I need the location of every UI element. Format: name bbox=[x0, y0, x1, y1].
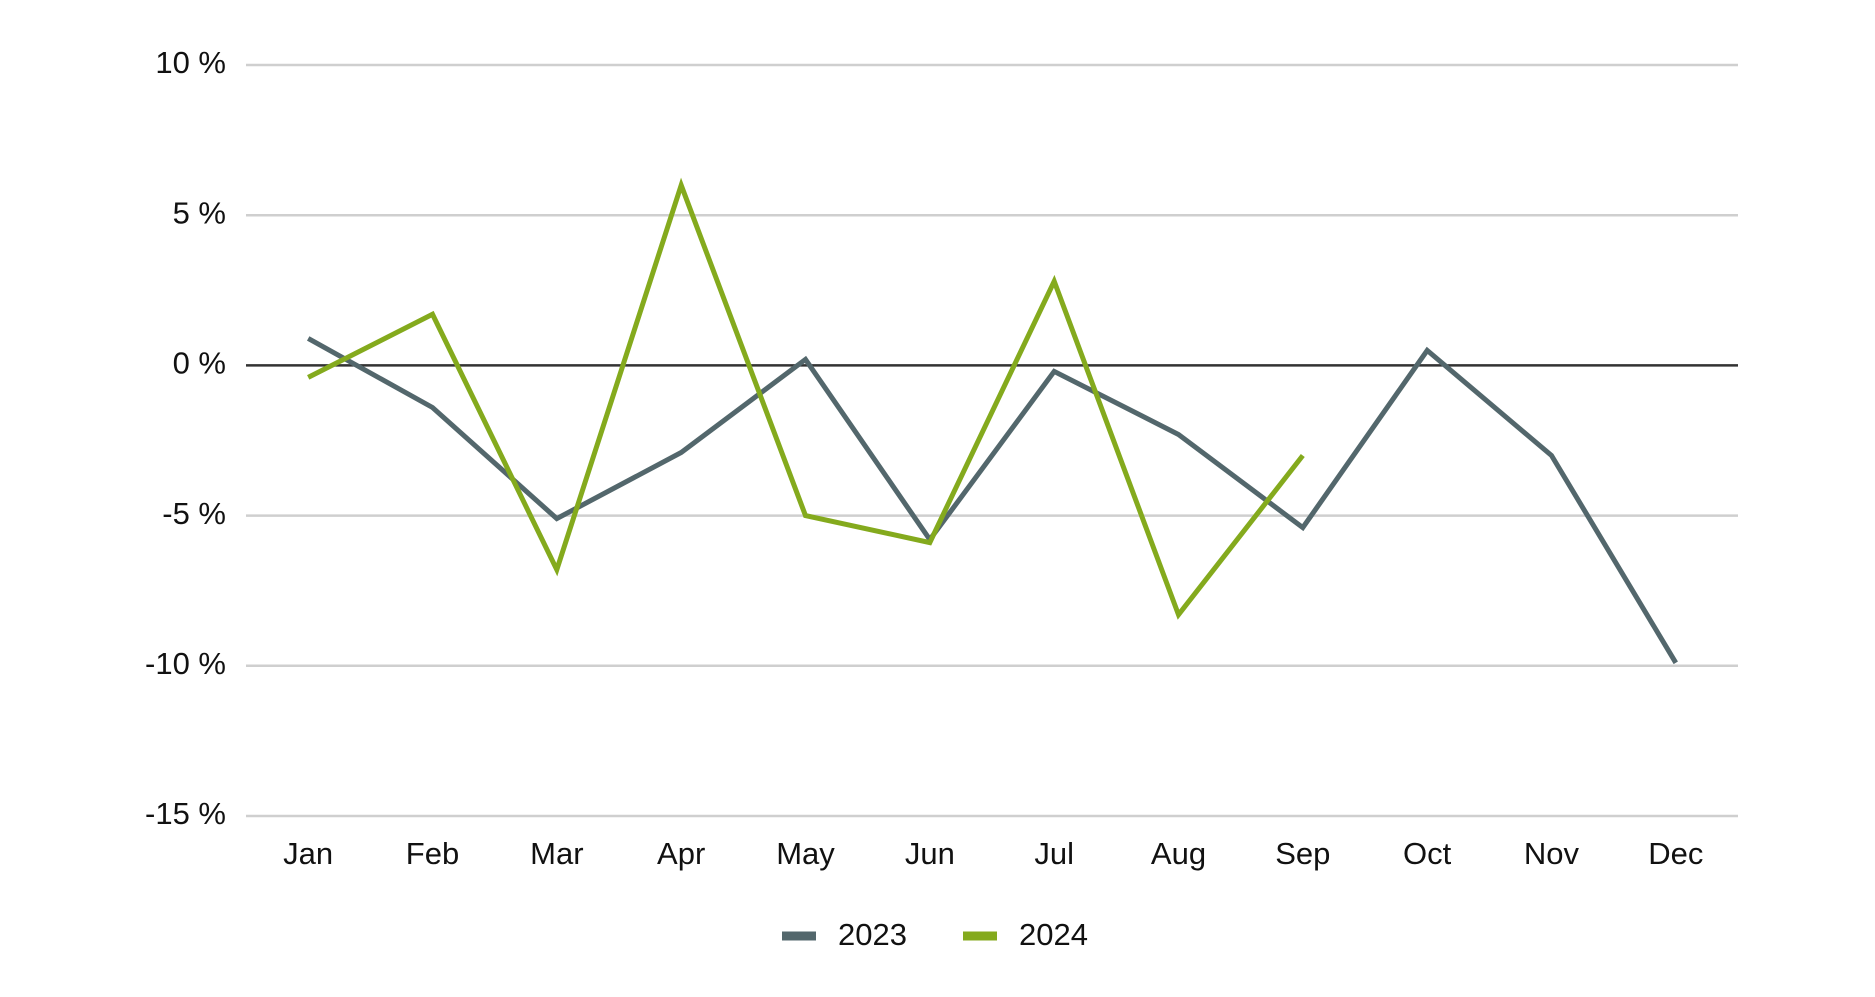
x-tick-label: May bbox=[776, 836, 835, 871]
y-tick-label: -10 % bbox=[145, 646, 226, 681]
y-tick-label: -5 % bbox=[162, 496, 226, 531]
x-tick-label: Mar bbox=[530, 836, 583, 871]
y-tick-label: 0 % bbox=[173, 346, 226, 381]
y-tick-label: 5 % bbox=[173, 195, 226, 230]
x-tick-label: Jun bbox=[905, 836, 955, 871]
x-tick-label: Jul bbox=[1034, 836, 1074, 871]
series-line bbox=[306, 336, 1678, 665]
legend-label: 2023 bbox=[838, 917, 907, 952]
x-tick-label: Dec bbox=[1648, 836, 1703, 871]
x-tick-label: Sep bbox=[1275, 836, 1330, 871]
x-tick-label: Aug bbox=[1151, 836, 1206, 871]
series-line bbox=[307, 177, 1305, 620]
x-tick-label: Jan bbox=[283, 836, 333, 871]
x-tick-label: Apr bbox=[657, 836, 705, 871]
x-tick-label: Feb bbox=[406, 836, 459, 871]
y-tick-label: 10 % bbox=[155, 45, 226, 80]
x-tick-label: Nov bbox=[1524, 836, 1580, 871]
legend-label: 2024 bbox=[1019, 917, 1088, 952]
x-tick-label: Oct bbox=[1403, 836, 1452, 871]
y-tick-label: -15 % bbox=[145, 796, 226, 831]
